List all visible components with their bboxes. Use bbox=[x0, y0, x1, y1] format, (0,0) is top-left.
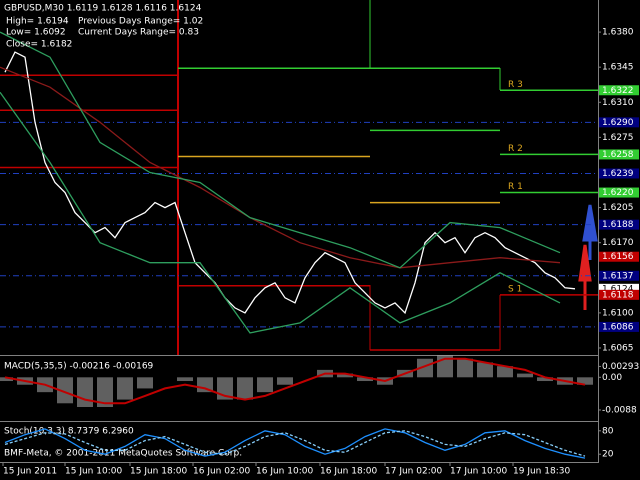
histogram-bar bbox=[277, 377, 293, 385]
x-tick-label: 15 Jun 2011 bbox=[3, 467, 57, 477]
histogram-bar bbox=[357, 377, 373, 382]
level-box bbox=[599, 219, 639, 230]
histogram-bar bbox=[97, 377, 113, 408]
panel-border bbox=[0, 355, 598, 356]
footer-text: BMF-Meta, © 2001-2011 MetaQuotes Softwar… bbox=[4, 449, 242, 459]
level-label: 1.6290 bbox=[602, 118, 634, 128]
level-box bbox=[599, 85, 639, 96]
level-box bbox=[599, 270, 639, 281]
level-label: 1.6118 bbox=[602, 290, 634, 300]
panel-border bbox=[0, 462, 598, 463]
histogram-bar bbox=[117, 377, 133, 400]
histogram-bar bbox=[577, 377, 593, 385]
x-tick-label: 17 Jun 10:00 bbox=[450, 467, 507, 477]
y-tick-label: -0.0088 bbox=[602, 405, 637, 415]
histogram-bar bbox=[0, 377, 13, 382]
pivot-label: S 1 bbox=[508, 284, 522, 294]
panel-title: MACD(5,35,5) -0.00216 -0.00169 bbox=[4, 362, 154, 372]
x-tick-label: 16 Jun 02:00 bbox=[193, 467, 250, 477]
histogram-bar bbox=[537, 377, 553, 382]
y-tick-label: 1.6170 bbox=[602, 238, 634, 248]
y-tick-label: 0.00 bbox=[602, 373, 622, 383]
line bbox=[4, 428, 586, 459]
level-label: 1.6156 bbox=[602, 252, 634, 262]
y-tick-label: 1.6310 bbox=[602, 98, 634, 108]
panel-title: GBPUSD,M30 1.6119 1.6128 1.6116 1.6124 bbox=[4, 4, 202, 14]
info-text: Current Days Range= 0.83 bbox=[78, 28, 199, 38]
x-tick-label: 17 Jun 02:00 bbox=[385, 467, 442, 477]
panel-border bbox=[0, 421, 598, 422]
level-box bbox=[599, 149, 639, 160]
y-tick-label: 1.6345 bbox=[602, 63, 634, 73]
info-text: Close= 1.6182 bbox=[6, 40, 72, 50]
y-tick-label: 1.6205 bbox=[602, 203, 634, 213]
histogram-bar bbox=[497, 366, 513, 378]
x-tick-label: 16 Jun 10:00 bbox=[256, 467, 313, 477]
level-box bbox=[599, 117, 639, 128]
level-label: 1.6220 bbox=[602, 188, 634, 198]
x-tick-label: 15 Jun 10:00 bbox=[65, 467, 122, 477]
histogram-bar bbox=[237, 377, 253, 400]
level-label: 1.6258 bbox=[602, 150, 634, 160]
level-label: 1.6086 bbox=[602, 322, 634, 332]
histogram-bar bbox=[177, 377, 193, 382]
line bbox=[0, 66, 561, 269]
y-tick-label: 20 bbox=[602, 450, 614, 460]
y-tick-label: 1.6065 bbox=[602, 343, 634, 353]
histogram-bar bbox=[257, 377, 273, 393]
level-box bbox=[599, 251, 639, 262]
y-tick-label: 80 bbox=[602, 426, 614, 436]
histogram-bar bbox=[77, 377, 93, 408]
level-box bbox=[599, 321, 639, 332]
x-tick-label: 15 Jun 18:00 bbox=[130, 467, 187, 477]
level-label: 1.6322 bbox=[602, 86, 634, 96]
pivot-label: R 1 bbox=[508, 182, 523, 192]
line bbox=[4, 51, 576, 315]
line bbox=[4, 357, 586, 405]
level-box bbox=[599, 187, 639, 198]
axis-border bbox=[598, 0, 599, 463]
histogram-bar bbox=[57, 377, 73, 404]
histogram-bar bbox=[477, 362, 493, 378]
info-text: Low= 1.6092 bbox=[6, 28, 66, 38]
arrow-up bbox=[582, 204, 598, 260]
histogram-bar bbox=[137, 377, 153, 389]
level-box bbox=[599, 289, 639, 300]
info-text: High= 1.6194 bbox=[6, 17, 69, 27]
level-label: 1.6137 bbox=[602, 271, 634, 281]
pivot-label: R 3 bbox=[508, 80, 523, 90]
x-tick-label: 19 Jun 18:30 bbox=[513, 467, 570, 477]
level-label: 1.6239 bbox=[602, 169, 634, 179]
level-box bbox=[599, 168, 639, 179]
level-label: 1.6188 bbox=[602, 220, 634, 230]
line bbox=[0, 31, 561, 269]
histogram-bar bbox=[457, 358, 473, 378]
line bbox=[4, 430, 586, 457]
line bbox=[0, 91, 561, 334]
panel-title: Stoch(10,3,3) 8.7379 6.2960 bbox=[4, 427, 134, 437]
y-tick-label: 1.6380 bbox=[602, 28, 634, 38]
level-label: 1.6124 bbox=[602, 284, 634, 294]
level-box bbox=[599, 283, 639, 294]
x-tick-label: 16 Jun 18:00 bbox=[320, 467, 377, 477]
info-text: Previous Days Range= 1.02 bbox=[78, 17, 203, 27]
histogram-bar bbox=[517, 373, 533, 378]
y-tick-label: 1.6100 bbox=[602, 308, 634, 318]
y-tick-label: 0.00293 bbox=[602, 362, 639, 372]
y-tick-label: 1.6275 bbox=[602, 133, 634, 143]
histogram-bar bbox=[417, 358, 433, 378]
histogram-bar bbox=[337, 373, 353, 378]
pivot-label: R 2 bbox=[508, 144, 523, 154]
